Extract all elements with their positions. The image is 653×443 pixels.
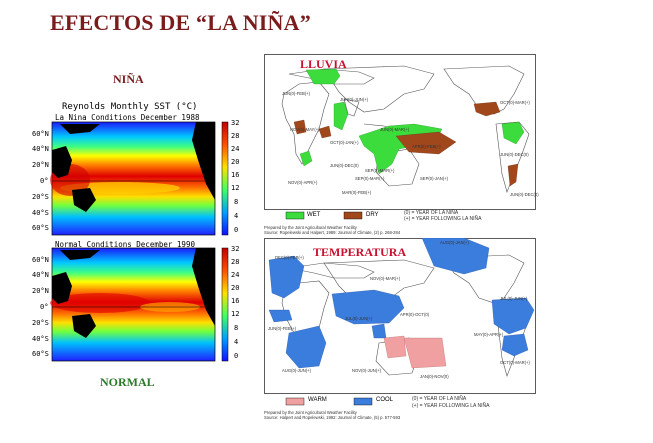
legend-warm-label: WARM (308, 397, 327, 403)
temp-region-label: AUG(0)-JAN(+) (440, 240, 469, 245)
rain-region-label: JUN(0)-FEB(+) (282, 91, 311, 96)
rain-region-label: OCT(0)-JAN(+) (330, 140, 359, 145)
rain-note-1: (0) = YEAR OF LA NIÑA (404, 210, 459, 216)
rain-map-title: LLUVIA (300, 57, 347, 71)
rain-region-label: JUN(0)-DEC(0) (500, 152, 529, 157)
colorbar-label: 8 (234, 198, 239, 206)
temperature-map-title: TEMPERATURA (313, 245, 407, 259)
lat-tick: 60°N (32, 130, 49, 138)
lat-tick: 0° (40, 303, 49, 311)
warm-regions (383, 335, 447, 369)
temp-region-label: JAN(0)-NOV(0) (420, 374, 449, 379)
rain-map (264, 54, 536, 220)
lat-tick: 20°S (32, 193, 49, 201)
temp-source-1: Prepared by the Joint Agricultural Weath… (264, 410, 357, 415)
colorbar-label: 32 (231, 119, 240, 127)
rain-region-label: APR(0)-FEB(+) (412, 144, 441, 149)
rain-source-1: Prepared by the Joint Agricultural Weath… (264, 225, 357, 230)
slide-title: EFECTOS DE “LA NIÑA” (50, 10, 311, 35)
colorbar-label: 24 (231, 145, 240, 153)
rain-region-label: SEP(0)-MAR(+) (355, 176, 385, 181)
rain-region-label: JUN(0)-DEC(0) (510, 192, 539, 197)
lat-tick: 60°S (32, 224, 49, 232)
rain-source-2: Source: Ropelewski and Halpert, 1989: Jo… (264, 230, 401, 235)
colorbar-label: 16 (231, 171, 240, 179)
top-condition-caption: La Nina Conditions December 1988 (55, 113, 200, 122)
colorbar-label: 0 (234, 352, 239, 360)
colorbar-label: 32 (231, 245, 240, 253)
temp-region-label: JUN(0)-FEB(+) (268, 326, 297, 331)
lat-tick: 20°N (32, 161, 49, 169)
rain-region-label: JUN(0)-DEC(0) (330, 163, 359, 168)
colorbar-label: 16 (231, 297, 240, 305)
temp-region-label: NOV(0)-MAR(+) (370, 276, 401, 281)
rain-region-label: SEP(0)-JAN(+) (420, 176, 449, 181)
colorbar-top (221, 121, 229, 236)
cool-regions (268, 238, 535, 369)
legend-warm-swatch (285, 397, 305, 406)
lat-tick: 40°N (32, 271, 49, 279)
sst-map-normal (50, 247, 216, 362)
colorbar-bottom (221, 247, 229, 362)
legend-wet-swatch (285, 211, 305, 220)
lat-tick: 40°S (32, 335, 49, 343)
legend-cool-swatch (353, 397, 373, 406)
lat-tick: 40°N (32, 145, 49, 153)
rain-region-label: NOV(0)-APR(+) (288, 180, 318, 185)
lat-tick: 60°N (32, 256, 49, 264)
lat-tick: 0° (40, 177, 49, 185)
nina-label: NIÑA (113, 72, 144, 86)
lat-tick: 40°S (32, 209, 49, 217)
colorbar-label: 20 (231, 284, 240, 292)
normal-label: NORMAL (100, 375, 155, 389)
colorbar-label: 24 (231, 271, 240, 279)
legend-dry-swatch (343, 211, 363, 220)
lat-tick: 20°N (32, 287, 49, 295)
rain-region-label: MAR(0)-FEB(+) (342, 190, 372, 195)
temp-region-label: OCT(0)-MAR(+) (500, 360, 530, 365)
temp-region-label: JUL(0)-JUN(+) (345, 316, 373, 321)
colorbar-label: 8 (234, 324, 239, 332)
temp-region-label: APR(0)-OCT(0) (400, 312, 430, 317)
lat-tick: 60°S (32, 350, 49, 358)
dry-regions (293, 101, 519, 187)
temp-region-label: MAY(0)-APR(+) (474, 332, 504, 337)
colorbar-label: 0 (234, 226, 239, 234)
temp-region-label: DEC(0)-FEB(+) (275, 255, 304, 260)
rain-region-label: NOV(0)-MAY(+) (290, 127, 320, 132)
sst-title: Reynolds Monthly SST (°C) (62, 102, 198, 112)
temp-region-label: AUG(0)-JUN(+) (282, 368, 311, 373)
legend-wet-label: WET (307, 212, 321, 218)
rain-region-label: SEP(0)-MAR(+) (365, 168, 395, 173)
legend-cool-label: COOL (376, 397, 394, 403)
colorbar-label: 28 (231, 132, 240, 140)
rain-note-2: (+) = YEAR FOLLOWING LA NIÑA (404, 216, 482, 222)
temp-note-2: (+) = YEAR FOLLOWING LA NIÑA (412, 403, 490, 409)
colorbar-label: 12 (231, 310, 240, 318)
rain-region-label: JUN(0)-MAR(+) (380, 127, 410, 132)
rain-region-label: JUN(0)-JUN(+) (340, 97, 369, 102)
colorbar-label: 20 (231, 158, 240, 166)
colorbar-label: 12 (231, 184, 240, 192)
temp-region-label: NOV(0)-JUN(+) (352, 368, 381, 373)
colorbar-label: 4 (234, 338, 239, 346)
sst-map-nina (50, 121, 216, 236)
temperature-map (264, 238, 536, 406)
temp-region-label: JUL(0)-JUN(+) (500, 296, 528, 301)
legend-dry-label: DRY (366, 212, 379, 218)
rain-region-label: OCT(0)-MAR(+) (500, 100, 530, 105)
bottom-condition-caption: Normal Conditions December 1990 (55, 240, 195, 249)
temp-note-1: (0) = YEAR OF LA NIÑA (412, 396, 467, 402)
colorbar-label: 4 (234, 212, 239, 220)
colorbar-label: 28 (231, 258, 240, 266)
temp-source-2: Source: Halpert and Ropelewski, 1992: Jo… (264, 415, 401, 420)
lat-tick: 20°S (32, 319, 49, 327)
